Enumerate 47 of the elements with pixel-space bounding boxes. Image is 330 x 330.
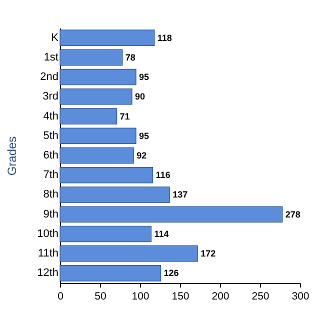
y-tick-label: 2nd xyxy=(40,71,58,84)
y-axis-title: Grades xyxy=(5,136,20,176)
bar xyxy=(60,166,154,184)
y-tick-label: K xyxy=(51,32,60,44)
bar xyxy=(60,206,283,222)
bar xyxy=(60,226,152,242)
x-tick-label: 0 xyxy=(58,290,64,302)
data-label: 95 xyxy=(139,72,150,82)
y-tick-label: 7th xyxy=(43,169,58,182)
bar xyxy=(60,128,136,144)
bar xyxy=(60,186,170,203)
y-tick-label: 6th xyxy=(43,150,58,162)
data-label: 114 xyxy=(154,228,169,239)
data-label: 90 xyxy=(135,92,146,102)
y-tick-label: 9th xyxy=(43,208,58,220)
x-tick-label: 100 xyxy=(132,290,150,302)
bar xyxy=(60,30,155,46)
data-label: 78 xyxy=(125,52,136,62)
data-label: 137 xyxy=(172,190,188,200)
data-label: 118 xyxy=(157,32,172,43)
y-tick-label: 10th xyxy=(37,228,58,240)
x-tick-label: 200 xyxy=(212,290,230,302)
y-tick-label: 8th xyxy=(43,188,58,201)
bar xyxy=(60,265,162,282)
x-tick-label: 50 xyxy=(94,290,106,302)
y-tick-label: 4th xyxy=(43,110,58,122)
y-tick-label: 11th xyxy=(38,248,58,260)
x-tick-label: 300 xyxy=(292,290,310,302)
x-tick-label: 150 xyxy=(172,290,190,302)
data-label: 95 xyxy=(139,130,150,141)
bar xyxy=(60,49,123,66)
data-label: 92 xyxy=(136,150,147,160)
bar xyxy=(60,245,198,262)
data-label: 116 xyxy=(156,170,170,180)
data-label: 126 xyxy=(164,268,179,278)
y-tick-label: 3rd xyxy=(42,90,58,103)
bar xyxy=(60,147,134,164)
y-tick-label: 1st xyxy=(44,51,58,64)
data-label: 172 xyxy=(200,248,216,259)
x-tick-label: 250 xyxy=(252,290,270,302)
y-tick-label: 5th xyxy=(43,130,58,142)
bar xyxy=(60,88,132,105)
data-label: 71 xyxy=(120,111,130,122)
bar xyxy=(60,108,118,124)
bar xyxy=(60,68,136,86)
data-label: 278 xyxy=(285,209,300,220)
y-tick-label: 12th xyxy=(37,267,58,280)
